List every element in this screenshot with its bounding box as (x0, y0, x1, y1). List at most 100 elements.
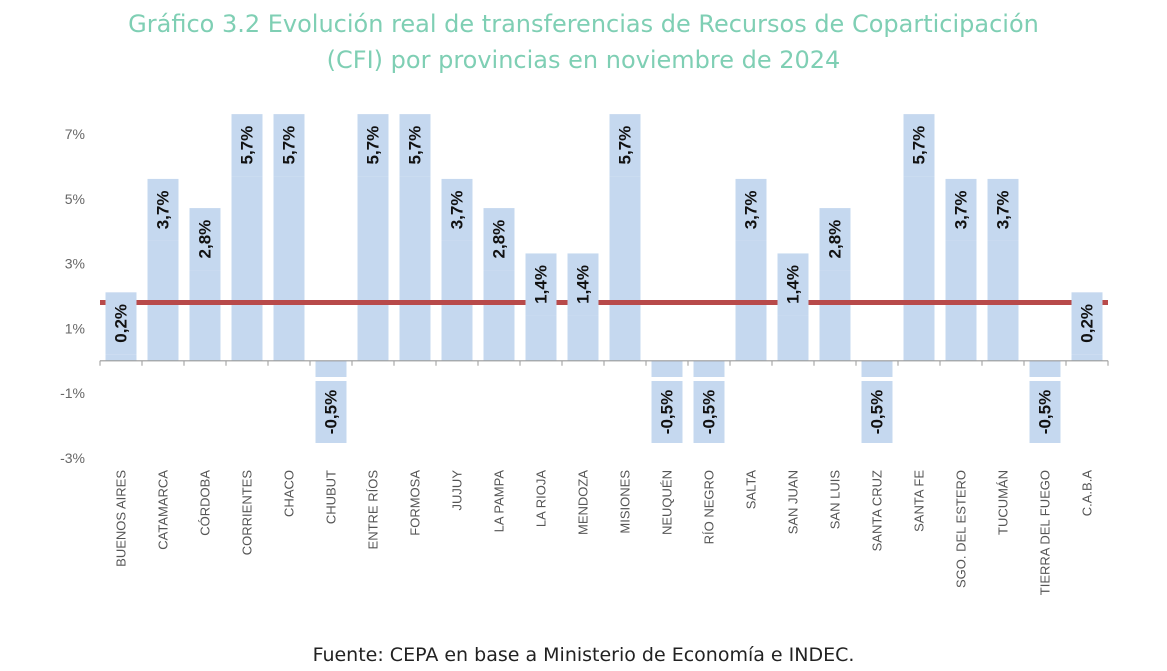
category-label: MENDOZA (576, 470, 591, 535)
category-label: SANTA FE (912, 470, 927, 532)
data-label-box (273, 114, 305, 177)
data-label: 3,7% (742, 191, 761, 230)
category-label: CHUBUT (324, 470, 339, 524)
data-label-box (987, 178, 1019, 241)
bar (1071, 354, 1103, 361)
data-label: 0,2% (112, 304, 131, 343)
data-label-box (609, 114, 641, 177)
data-label: -0,5% (700, 390, 719, 434)
category-label: SAN LUIS (828, 470, 843, 530)
data-label-box (861, 381, 893, 443)
data-label-box (105, 292, 137, 355)
data-label-box (735, 178, 767, 241)
data-label-box (189, 208, 221, 271)
data-label-box (483, 208, 515, 271)
category-label: ENTRE RÍOS (366, 470, 381, 550)
data-label-box (1029, 381, 1061, 443)
category-label: SGO. DEL ESTERO (954, 470, 969, 588)
source-note: Fuente: CEPA en base a Ministerio de Eco… (312, 644, 855, 666)
category-label: SALTA (744, 470, 759, 510)
data-label-box (1071, 292, 1103, 355)
data-label-box (441, 178, 473, 241)
data-label-box (567, 253, 599, 316)
bar (903, 176, 935, 361)
data-label-box (525, 253, 557, 316)
data-label: 3,7% (154, 191, 173, 230)
data-label-box (903, 114, 935, 177)
data-label-box (357, 114, 389, 177)
bar (231, 176, 263, 361)
chart-title-line1: Gráfico 3.2 Evolución real de transferen… (128, 10, 1039, 38)
data-label: 5,7% (280, 126, 299, 165)
data-label-box (399, 114, 431, 177)
bar (567, 315, 599, 361)
data-label: 5,7% (364, 126, 383, 165)
data-label-box (777, 253, 809, 316)
category-label: TUCUMÁN (996, 470, 1011, 535)
data-label: 1,4% (574, 265, 593, 304)
data-label: 2,8% (826, 220, 845, 259)
data-label-box (147, 178, 179, 241)
bar (777, 315, 809, 361)
data-label: 0,2% (1078, 304, 1097, 343)
data-label: -0,5% (322, 390, 341, 434)
category-label: TIERRA DEL FUEGO (1038, 470, 1053, 595)
y-tick-label: 5% (65, 191, 85, 207)
category-label: CATAMARCA (156, 470, 171, 550)
category-label: MISIONES (618, 470, 633, 534)
category-label: FORMOSA (408, 470, 423, 536)
category-label: CORRIENTES (240, 470, 255, 556)
category-label: JUJUY (450, 470, 465, 511)
bar (273, 176, 305, 361)
bar (861, 360, 893, 377)
category-label: SAN JUAN (786, 470, 801, 534)
data-label-box (231, 114, 263, 177)
y-tick-label: -3% (60, 450, 85, 466)
bar (105, 354, 137, 361)
category-label: SANTA CRUZ (870, 470, 885, 551)
category-label: LA RIOJA (534, 470, 549, 527)
data-label: 5,7% (616, 126, 635, 165)
bar (609, 176, 641, 361)
y-tick-label: 1% (65, 320, 85, 336)
data-label: 1,4% (784, 265, 803, 304)
y-tick-label: -1% (60, 385, 85, 401)
data-label: 2,8% (490, 220, 509, 259)
chart-title-line2: (CFI) por provincias en noviembre de 202… (326, 46, 841, 74)
category-label: C.A.B.A (1080, 470, 1095, 517)
data-label: 3,7% (952, 191, 971, 230)
data-label: 3,7% (994, 191, 1013, 230)
bar (399, 176, 431, 361)
bar (483, 270, 515, 361)
data-label-box (945, 178, 977, 241)
data-label: 3,7% (448, 191, 467, 230)
category-label: NEUQUÉN (660, 470, 675, 535)
bar (315, 360, 347, 377)
bar (651, 360, 683, 377)
data-label: 5,7% (406, 126, 425, 165)
bar (525, 315, 557, 361)
data-label: -0,5% (1036, 390, 1055, 434)
chart-title: Gráfico 3.2 Evolución real de transferen… (0, 6, 1167, 78)
data-label-box (693, 381, 725, 443)
bar (693, 360, 725, 377)
bar (189, 270, 221, 361)
bar (819, 270, 851, 361)
data-label-box (819, 208, 851, 271)
category-label: CÓRDOBA (198, 470, 213, 536)
y-tick-label: 3% (65, 256, 85, 272)
bar (1029, 360, 1061, 377)
category-label: CHACO (282, 470, 297, 517)
y-tick-label: 7% (65, 126, 85, 142)
data-label: -0,5% (658, 390, 677, 434)
data-label: 5,7% (910, 126, 929, 165)
category-label: LA PAMPA (492, 470, 507, 533)
bar (357, 176, 389, 361)
data-label-box (315, 381, 347, 443)
data-label-box (651, 381, 683, 443)
data-label: -0,5% (868, 390, 887, 434)
data-label: 2,8% (196, 220, 215, 259)
category-label: BUENOS AIRES (114, 470, 129, 567)
data-label: 1,4% (532, 265, 551, 304)
bar-chart: -3% -1% 1% 3% 5% 7% 0,2% 3,7% 2,8% 5,7% 5,7% -0,5% 5… (60, 114, 1109, 595)
